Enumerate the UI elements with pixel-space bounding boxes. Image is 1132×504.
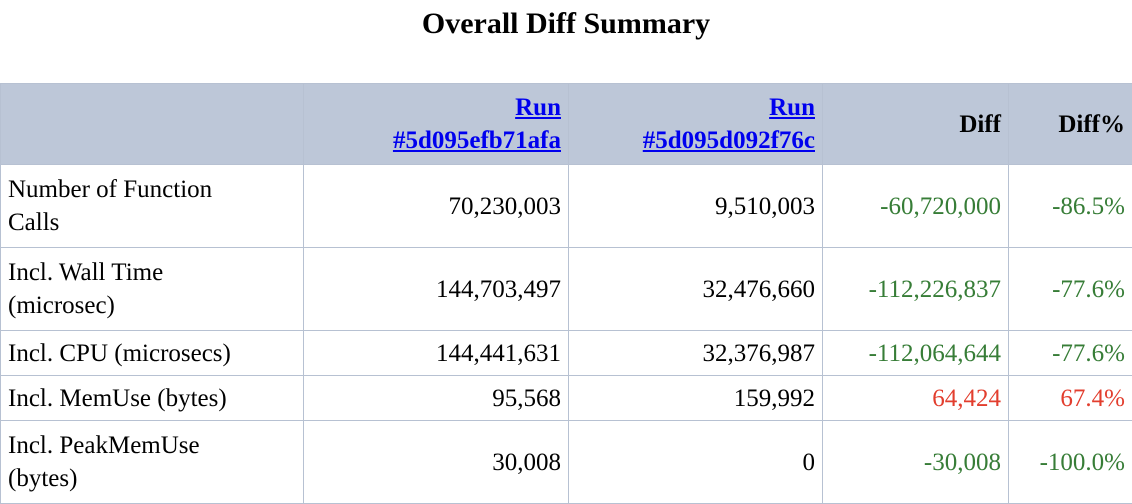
run1-value-cell: 30,008 — [303, 420, 569, 504]
run1-value-cell: 95,568 — [303, 375, 569, 421]
metric-column-header — [0, 83, 304, 165]
page-title: Overall Diff Summary — [421, 7, 711, 40]
run1-link[interactable]: Run #5d095efb71afa — [393, 94, 561, 154]
table-row-function-calls: Number of Function Calls 70,230,003 9,51… — [0, 164, 1132, 248]
run2-link-id: #5d095d092f76c — [642, 127, 815, 154]
run2-value-cell: 9,510,003 — [568, 164, 823, 248]
run1-link-label: Run — [515, 94, 561, 121]
diff-value-cell: -112,226,837 — [822, 247, 1009, 331]
table-row-peakmemuse: Incl. PeakMemUse (bytes) 30,008 0 -30,00… — [0, 420, 1132, 504]
diff-value-cell: -60,720,000 — [822, 164, 1009, 248]
diff-pct-value-cell: -77.6% — [1008, 247, 1132, 331]
diff-pct-value-cell: -77.6% — [1008, 330, 1132, 376]
metric-cell: Incl. MemUse (bytes) — [0, 375, 304, 421]
metric-cell: Number of Function Calls — [0, 164, 304, 248]
run2-value-cell: 159,992 — [568, 375, 823, 421]
run1-link-id: #5d095efb71afa — [392, 127, 561, 154]
run2-column-header: Run #5d095d092f76c — [568, 83, 823, 165]
run2-link-label: Run — [769, 94, 815, 121]
run2-link[interactable]: Run #5d095d092f76c — [643, 94, 815, 154]
diff-value-cell: 64,424 — [822, 375, 1009, 421]
run1-value-cell: 70,230,003 — [303, 164, 569, 248]
diff-pct-column-header: Diff% — [1008, 83, 1132, 165]
table-row-cpu: Incl. CPU (microsecs) 144,441,631 32,376… — [0, 330, 1132, 376]
diff-pct-value-cell: -86.5% — [1008, 164, 1132, 248]
run2-value-cell: 32,476,660 — [568, 247, 823, 331]
run1-value-cell: 144,441,631 — [303, 330, 569, 376]
run1-column-header: Run #5d095efb71afa — [303, 83, 569, 165]
diff-pct-value-cell: 67.4% — [1008, 375, 1132, 421]
diff-value-cell: -112,064,644 — [822, 330, 1009, 376]
metric-cell: Incl. CPU (microsecs) — [0, 330, 304, 376]
run2-value-cell: 32,376,987 — [568, 330, 823, 376]
metric-cell: Incl. Wall Time (microsec) — [0, 247, 304, 331]
header-row: Run #5d095efb71afa Run #5d095d092f76c Diff… — [0, 83, 1132, 165]
diff-pct-value-cell: -100.0% — [1008, 420, 1132, 504]
diff-value-cell: -30,008 — [822, 420, 1009, 504]
run2-value-cell: 0 — [568, 420, 823, 504]
run1-value-cell: 144,703,497 — [303, 247, 569, 331]
diff-summary-table: Run #5d095efb71afa Run #5d095d092f76c Diff… — [0, 83, 1132, 504]
table-row-memuse: Incl. MemUse (bytes) 95,568 159,992 64,4… — [0, 375, 1132, 421]
metric-cell: Incl. PeakMemUse (bytes) — [0, 420, 304, 504]
diff-column-header: Diff — [822, 83, 1009, 165]
table-row-wall-time: Incl. Wall Time (microsec) 144,703,497 3… — [0, 247, 1132, 331]
